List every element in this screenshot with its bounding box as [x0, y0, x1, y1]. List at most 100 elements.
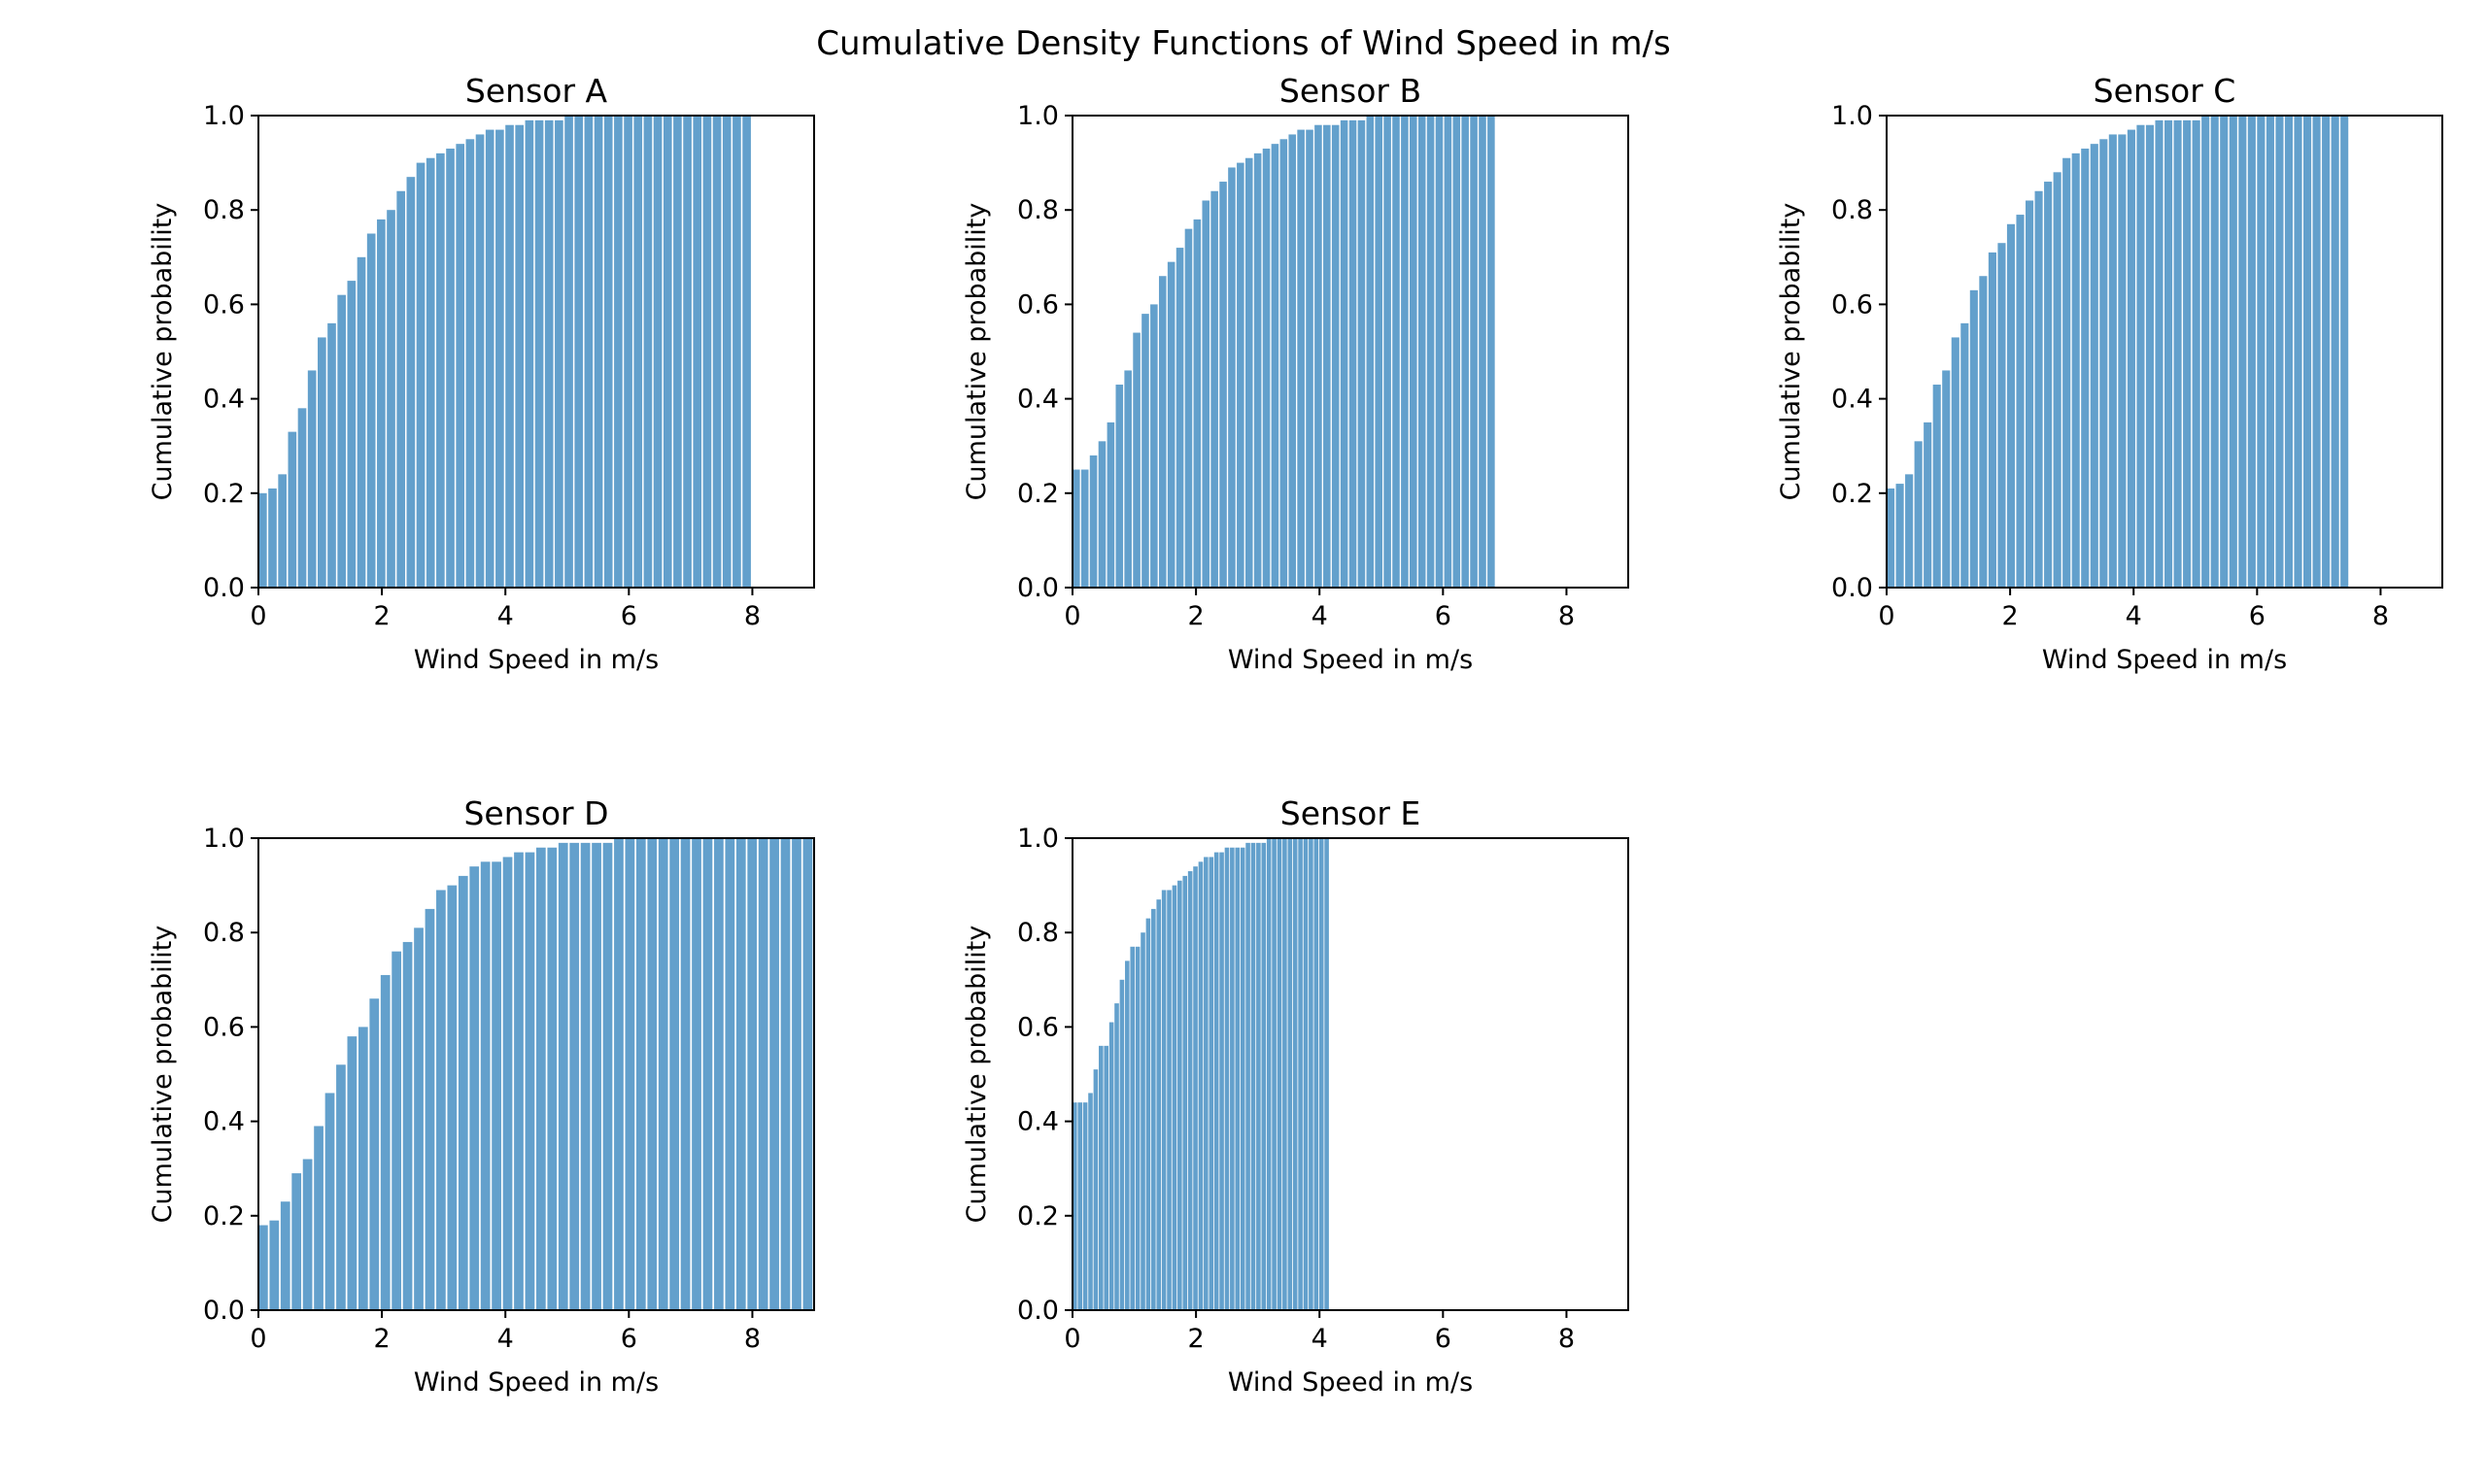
bar	[580, 842, 591, 1310]
subplot-title: Sensor A	[465, 72, 608, 110]
bar	[1314, 124, 1322, 588]
bar	[2108, 134, 2117, 588]
bar	[1133, 332, 1141, 588]
bar	[2210, 116, 2219, 588]
bar	[1145, 918, 1151, 1310]
subplot-title: Sensor C	[2094, 72, 2236, 110]
bar	[495, 129, 504, 588]
bar	[1261, 842, 1267, 1310]
y-tick-label: 1.0	[1017, 824, 1059, 854]
bar	[792, 838, 801, 1310]
y-tick-label: 0.2	[203, 1201, 245, 1231]
subplot-title: Sensor B	[1279, 72, 1421, 110]
bar	[633, 116, 643, 588]
bar	[2164, 119, 2173, 589]
bar	[1175, 248, 1184, 588]
x-tick-label: 6	[621, 601, 637, 631]
bar	[1452, 116, 1461, 588]
x-tick-label: 6	[2249, 601, 2266, 631]
bar	[2026, 200, 2034, 589]
bar	[1089, 455, 1098, 588]
bar	[278, 474, 287, 588]
bar	[1093, 1069, 1099, 1310]
bar	[318, 337, 326, 588]
bar	[458, 875, 468, 1310]
bar	[425, 908, 435, 1310]
bar	[336, 1064, 346, 1310]
bar	[426, 157, 435, 589]
bar	[1151, 908, 1156, 1310]
x-tick-label: 4	[497, 1324, 514, 1354]
bar	[602, 842, 613, 1310]
bar	[396, 190, 406, 588]
bar	[1914, 441, 1923, 588]
y-tick-label: 0.4	[203, 385, 245, 415]
bar	[1272, 838, 1277, 1310]
y-axis-label: Cumulative probability	[148, 926, 178, 1224]
bar	[1979, 276, 1988, 588]
bar	[269, 1220, 280, 1310]
bar	[1073, 469, 1080, 588]
x-tick-label: 4	[2126, 601, 2142, 631]
bar	[2229, 116, 2237, 588]
y-tick-label: 0.6	[1017, 289, 1059, 320]
bar	[2090, 144, 2098, 588]
bar	[1298, 838, 1303, 1310]
bar	[536, 847, 546, 1310]
bar	[722, 116, 732, 588]
bar	[1271, 144, 1279, 588]
bar	[1228, 167, 1236, 588]
y-axis-label: Cumulative probability	[148, 203, 178, 501]
bar	[1932, 385, 1941, 588]
bar	[280, 1201, 290, 1310]
bar	[1262, 149, 1271, 588]
bar	[1080, 469, 1089, 588]
bar	[377, 219, 386, 589]
bar	[1161, 890, 1167, 1310]
bar	[505, 124, 514, 588]
bar	[456, 144, 465, 588]
x-tick-label: 0	[250, 1324, 266, 1354]
bar	[1309, 838, 1313, 1310]
bar	[1237, 162, 1244, 588]
bar	[769, 838, 779, 1310]
y-tick-label: 0.0	[1831, 573, 1873, 603]
bar	[302, 1159, 313, 1310]
bar	[1279, 139, 1288, 589]
bar	[258, 1225, 268, 1310]
y-tick-label: 0.8	[203, 918, 245, 948]
bar	[1202, 200, 1210, 589]
bar	[2099, 139, 2108, 589]
bar	[369, 998, 380, 1310]
y-tick-label: 1.0	[1017, 101, 1059, 131]
x-tick-label: 4	[1312, 601, 1328, 631]
bar	[2247, 116, 2256, 588]
subplot-title: Sensor E	[1280, 794, 1420, 832]
axes-frame	[257, 837, 815, 1311]
x-tick-label: 0	[1064, 1324, 1080, 1354]
bar	[1187, 871, 1193, 1310]
bar	[1435, 116, 1444, 588]
x-axis-label: Wind Speed in m/s	[1228, 645, 1473, 675]
bar	[1124, 370, 1132, 588]
bar	[1184, 228, 1193, 588]
bar	[758, 838, 768, 1310]
bar	[1905, 474, 1914, 588]
bar	[1104, 1045, 1109, 1310]
bar	[1282, 838, 1287, 1310]
y-tick-label: 0.2	[1831, 479, 1873, 509]
subplot-sensor-e: 0 2 4 6 8 0.0 0.2 0.4 0.6 0.8 1.0 Sensor E Wind Spee…	[962, 794, 1629, 1398]
bar	[1417, 116, 1426, 588]
x-tick-label: 0	[1064, 601, 1080, 631]
bar	[2081, 149, 2090, 588]
y-tick-label: 0.0	[1017, 573, 1059, 603]
x-axis-label: Wind Speed in m/s	[414, 1367, 659, 1398]
bar	[492, 861, 501, 1310]
bar	[1193, 219, 1202, 589]
y-tick-label: 0.2	[203, 479, 245, 509]
bar	[1088, 1093, 1093, 1310]
y-tick-label: 0.2	[1017, 1201, 1059, 1231]
subplot-sensor-b: 0 2 4 6 8 0.0 0.2 0.4 0.6 0.8 1.0 Sensor B Wind Spee…	[962, 72, 1629, 675]
bar	[2155, 119, 2163, 589]
bar	[1401, 116, 1409, 588]
